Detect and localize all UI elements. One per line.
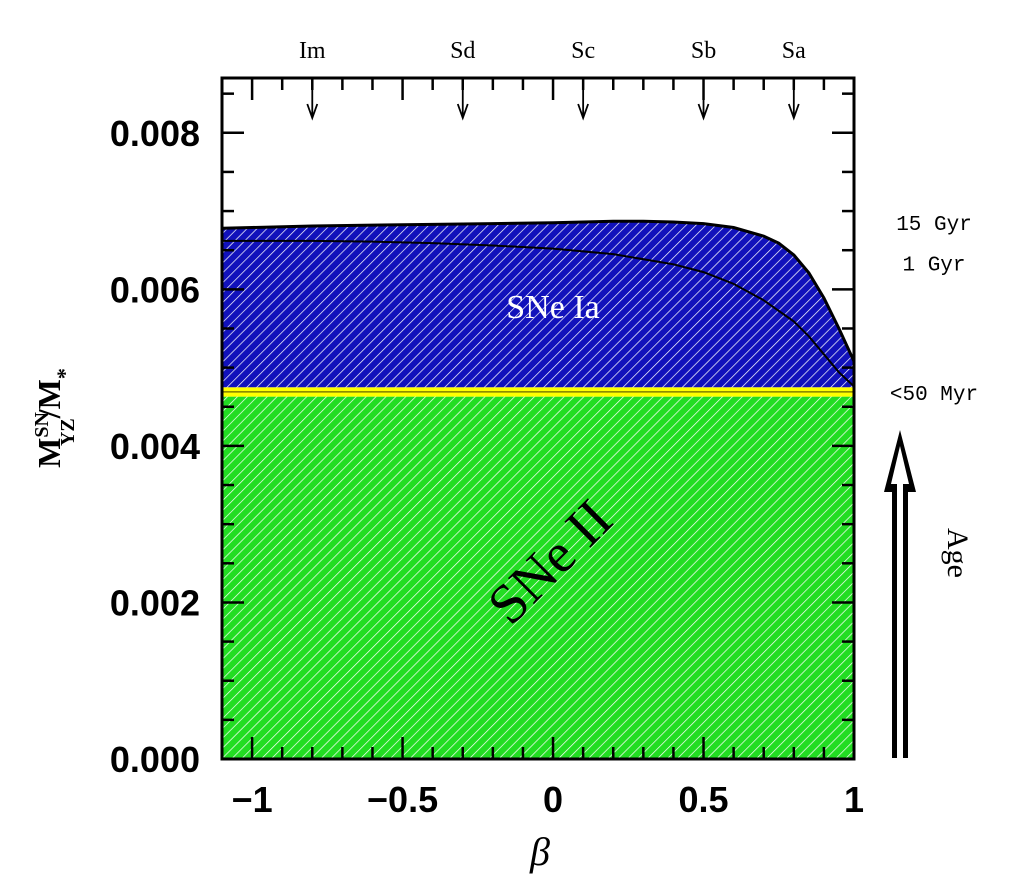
morphology-arrow <box>456 80 469 121</box>
x-tick-label: −1 <box>232 779 273 820</box>
morphology-label: Sb <box>691 38 716 64</box>
series-line-15gyr <box>222 219 854 362</box>
y-tick-label: 0.008 <box>110 113 200 154</box>
morphology-label: Sa <box>782 38 806 64</box>
morphology-label: Sc <box>571 38 595 64</box>
morphology-arrow <box>306 80 319 121</box>
x-tick-label: 0 <box>543 779 563 820</box>
morphology-arrow <box>787 80 800 121</box>
snia-region <box>222 221 854 388</box>
age-label: <50 Myr <box>890 384 978 407</box>
age-label: 15 Gyr <box>896 214 972 237</box>
y-axis-title: MSN YZ/M* <box>31 368 79 468</box>
age-arrow-label: Age <box>941 528 974 578</box>
y-tick-label: 0.004 <box>110 426 200 467</box>
age-arrow <box>884 430 916 758</box>
x-axis-title: β <box>529 829 550 874</box>
x-tick-label: 0.5 <box>679 779 729 820</box>
y-tick-label: 0.002 <box>110 582 200 623</box>
series-line-1gyr <box>222 239 854 388</box>
snia-label: SNe Ia <box>506 289 599 326</box>
snii-region <box>222 396 854 759</box>
x-tick-label: −0.5 <box>367 779 438 820</box>
y-tick-label: 0.006 <box>110 269 200 310</box>
morphology-label: Sd <box>450 38 475 64</box>
y-tick-label: 0.000 <box>110 739 200 780</box>
morphology-arrow <box>577 80 589 121</box>
age-label: 1 Gyr <box>902 255 965 278</box>
morphology-label: Im <box>299 38 326 64</box>
morphology-arrow <box>697 80 710 121</box>
plot-frame <box>220 76 856 761</box>
x-tick-label: 1 <box>844 779 864 820</box>
